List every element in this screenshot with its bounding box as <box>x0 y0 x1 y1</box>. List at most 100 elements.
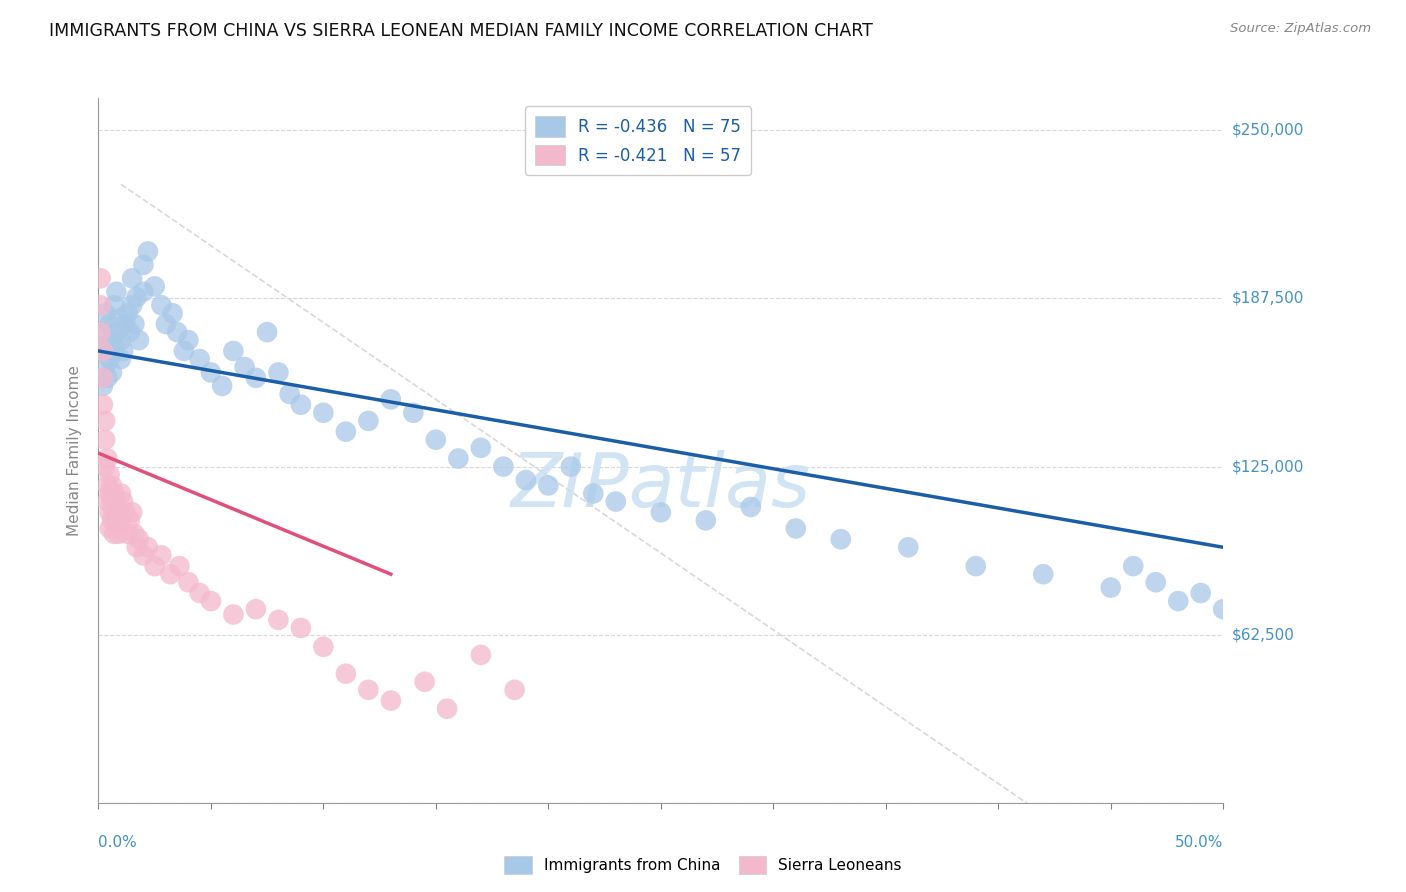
Point <box>267 366 290 380</box>
Point <box>290 398 312 412</box>
Point <box>91 325 114 339</box>
Point <box>118 513 141 527</box>
Point <box>107 526 129 541</box>
Point <box>1212 602 1234 616</box>
Point <box>267 613 290 627</box>
Point <box>278 387 301 401</box>
Point <box>110 351 132 366</box>
Point <box>166 325 188 339</box>
Point <box>132 549 155 563</box>
Point <box>121 271 143 285</box>
Point <box>177 333 200 347</box>
Point <box>117 526 139 541</box>
Point <box>447 451 470 466</box>
Point <box>94 433 117 447</box>
Point <box>425 433 447 447</box>
Point <box>312 406 335 420</box>
Point <box>124 317 146 331</box>
Point <box>515 473 537 487</box>
Point <box>188 351 211 366</box>
Point <box>103 526 125 541</box>
Point <box>136 541 159 555</box>
Point <box>380 392 402 407</box>
Point <box>132 258 155 272</box>
Point <box>96 478 118 492</box>
Point <box>582 486 605 500</box>
Point <box>159 567 181 582</box>
Point <box>94 360 117 375</box>
Point <box>136 244 159 259</box>
Point <box>96 494 118 508</box>
Point <box>132 285 155 299</box>
Point <box>107 505 129 519</box>
Point <box>380 693 402 707</box>
Point <box>245 602 267 616</box>
Point <box>103 486 125 500</box>
Point <box>222 607 245 622</box>
Point <box>98 467 121 482</box>
Point <box>98 317 121 331</box>
Point <box>830 533 852 547</box>
Legend: R = -0.436   N = 75, R = -0.421   N = 57: R = -0.436 N = 75, R = -0.421 N = 57 <box>526 106 751 176</box>
Point <box>413 674 436 689</box>
Point <box>124 526 146 541</box>
Point <box>233 360 256 375</box>
Point <box>785 521 807 535</box>
Point <box>96 371 118 385</box>
Point <box>965 559 987 574</box>
Point <box>121 298 143 312</box>
Point <box>110 513 132 527</box>
Point <box>112 343 135 358</box>
Point <box>128 533 150 547</box>
Point <box>105 325 128 339</box>
Point <box>537 478 560 492</box>
Text: $125,000: $125,000 <box>1232 459 1303 474</box>
Point <box>1144 575 1167 590</box>
Point <box>492 459 515 474</box>
Point <box>96 338 118 352</box>
Point <box>200 594 222 608</box>
Point <box>357 414 380 428</box>
Point <box>98 521 121 535</box>
Point <box>245 371 267 385</box>
Point <box>101 494 124 508</box>
Point <box>94 459 117 474</box>
Point <box>436 701 458 715</box>
Point <box>695 513 717 527</box>
Point <box>98 351 121 366</box>
Text: 0.0%: 0.0% <box>98 835 138 849</box>
Point <box>177 575 200 590</box>
Point <box>103 298 125 312</box>
Point <box>103 343 125 358</box>
Point <box>110 486 132 500</box>
Point <box>560 459 582 474</box>
Point <box>105 285 128 299</box>
Point <box>740 500 762 514</box>
Point <box>101 366 124 380</box>
Point <box>91 343 114 358</box>
Point <box>1099 581 1122 595</box>
Point <box>105 513 128 527</box>
Text: ZIPatlas: ZIPatlas <box>510 450 811 522</box>
Point <box>91 371 114 385</box>
Point <box>110 333 132 347</box>
Point <box>1122 559 1144 574</box>
Y-axis label: Median Family Income: Median Family Income <box>67 365 83 536</box>
Point <box>94 414 117 428</box>
Point <box>335 425 357 439</box>
Point <box>101 478 124 492</box>
Point <box>173 343 195 358</box>
Point <box>125 290 148 304</box>
Point <box>188 586 211 600</box>
Point <box>150 549 173 563</box>
Point <box>143 559 166 574</box>
Point <box>200 366 222 380</box>
Point <box>103 505 125 519</box>
Point <box>125 541 148 555</box>
Point <box>128 333 150 347</box>
Point <box>94 306 117 320</box>
Point <box>114 317 136 331</box>
Point <box>114 505 136 519</box>
Point <box>1167 594 1189 608</box>
Point <box>650 505 672 519</box>
